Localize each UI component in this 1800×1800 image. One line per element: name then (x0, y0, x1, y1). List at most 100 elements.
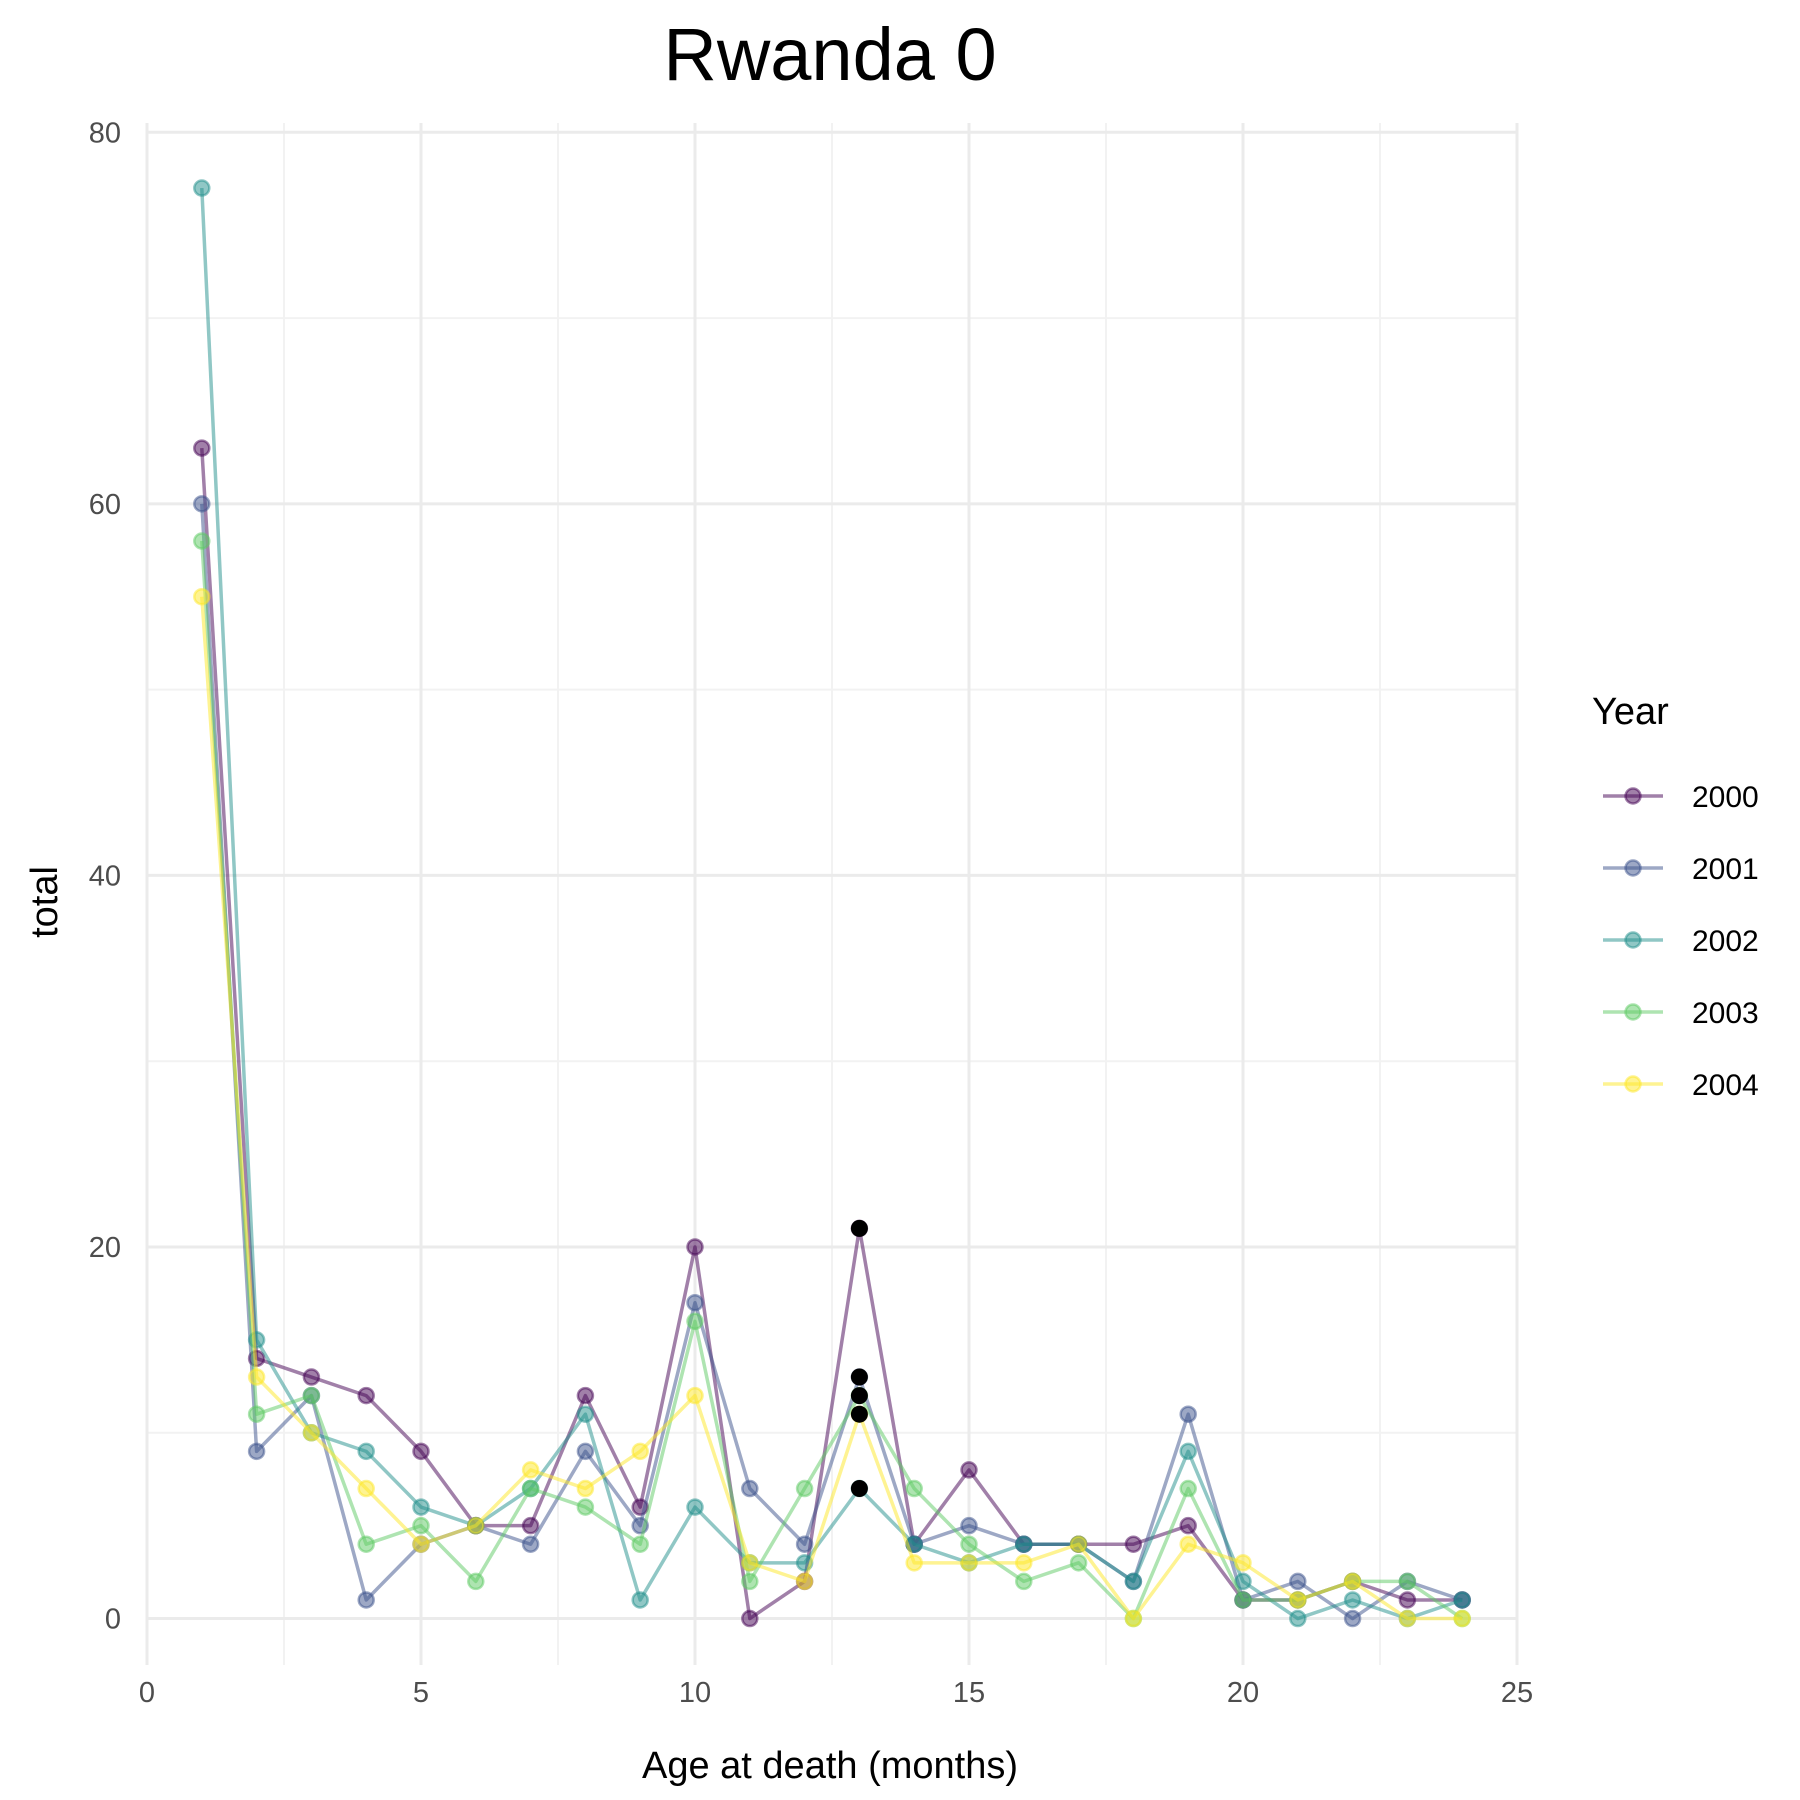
x-tick-label: 5 (413, 1677, 429, 1709)
data-point (905, 1554, 923, 1572)
series-line (200, 596, 1463, 1621)
data-point (576, 1405, 595, 1423)
x-axis: 0 5 10 15 20 25 (139, 1677, 1533, 1709)
legend-label: 2001 (1692, 853, 1759, 886)
data-point (795, 1535, 814, 1553)
data-point (1289, 1572, 1307, 1591)
data-point (193, 495, 211, 513)
legend-item-2001: 2001 (1603, 853, 1759, 886)
legend-label: 2002 (1692, 925, 1759, 958)
data-point (1179, 1516, 1197, 1535)
legend-item-2002: 2002 (1603, 925, 1759, 958)
series-line (200, 187, 1463, 1621)
series-line (200, 540, 1464, 1621)
data-point (576, 1386, 595, 1405)
data-point (1398, 1572, 1417, 1591)
data-point (741, 1572, 759, 1591)
data-point (1179, 1535, 1197, 1553)
data-point (357, 1386, 375, 1405)
legend-label: 2000 (1692, 781, 1759, 814)
data-point (247, 1405, 266, 1423)
data-point (357, 1442, 375, 1461)
data-point (412, 1535, 430, 1553)
legend-key-point (1624, 931, 1642, 949)
data-point (1398, 1591, 1417, 1609)
data-point (1343, 1609, 1362, 1628)
data-point (960, 1461, 978, 1479)
data-point (631, 1535, 649, 1553)
legend-item-2000: 2000 (1603, 781, 1759, 814)
grid (145, 123, 1519, 1665)
plot-area (193, 179, 1471, 1628)
x-tick-label: 15 (953, 1677, 985, 1709)
data-point (795, 1479, 814, 1498)
y-axis-title: total (24, 866, 66, 938)
y-tick-label: 40 (89, 860, 121, 892)
legend-key-point (1624, 787, 1642, 805)
legend-title: Year (1592, 691, 1669, 733)
legend: Year 2000 2001 2002 2003 2004 (1592, 691, 1759, 1102)
data-point (905, 1479, 923, 1498)
data-point (1343, 1591, 1362, 1609)
data-point (357, 1535, 375, 1553)
data-point (1124, 1609, 1143, 1628)
data-point (960, 1516, 978, 1535)
data-point (302, 1386, 321, 1405)
y-tick-label: 80 (89, 117, 121, 149)
data-point (1179, 1442, 1197, 1461)
legend-key-point (1624, 1003, 1642, 1021)
data-point (247, 1368, 266, 1386)
data-point (795, 1572, 814, 1591)
data-point (576, 1479, 595, 1498)
legend-key-point (1624, 859, 1642, 877)
data-point (686, 1238, 704, 1256)
data-point (193, 179, 211, 197)
data-point (521, 1516, 540, 1535)
legend-item-2003: 2003 (1603, 997, 1759, 1030)
highlight-point (850, 1387, 868, 1405)
data-point (741, 1609, 759, 1628)
data-point (412, 1442, 430, 1461)
data-point (193, 439, 211, 457)
legend-key-point (1624, 1075, 1642, 1093)
data-point (1124, 1535, 1143, 1553)
data-point (1289, 1591, 1307, 1609)
data-point (521, 1461, 540, 1479)
x-tick-label: 0 (139, 1677, 155, 1709)
x-tick-label: 20 (1227, 1677, 1259, 1709)
y-axis: 0 20 40 60 80 (89, 117, 121, 1635)
x-tick-label: 10 (679, 1677, 711, 1709)
y-tick-label: 20 (89, 1232, 121, 1264)
data-point (412, 1498, 430, 1516)
data-point (686, 1312, 704, 1331)
data-point (1453, 1591, 1471, 1609)
data-point (686, 1293, 704, 1312)
data-point (1124, 1572, 1143, 1591)
data-point (1289, 1609, 1307, 1628)
data-point (1179, 1405, 1197, 1423)
highlight-point (850, 1405, 868, 1423)
data-point (741, 1479, 759, 1498)
data-point (631, 1442, 649, 1461)
data-point (960, 1554, 978, 1572)
legend-label: 2003 (1692, 997, 1759, 1030)
highlight-point (850, 1219, 868, 1237)
data-point (302, 1424, 321, 1442)
data-point (631, 1591, 649, 1609)
data-point (686, 1498, 704, 1516)
data-point (1343, 1572, 1362, 1591)
data-point (1453, 1609, 1471, 1628)
data-point (193, 587, 211, 606)
legend-label: 2004 (1692, 1069, 1759, 1102)
data-point (357, 1479, 375, 1498)
data-point (686, 1386, 704, 1405)
data-point (741, 1554, 759, 1572)
data-point (1234, 1554, 1252, 1572)
data-point (1234, 1591, 1252, 1609)
data-point (521, 1479, 540, 1498)
data-point (467, 1516, 485, 1535)
data-point (302, 1368, 321, 1386)
data-point (357, 1591, 375, 1609)
highlight-point (850, 1480, 868, 1498)
